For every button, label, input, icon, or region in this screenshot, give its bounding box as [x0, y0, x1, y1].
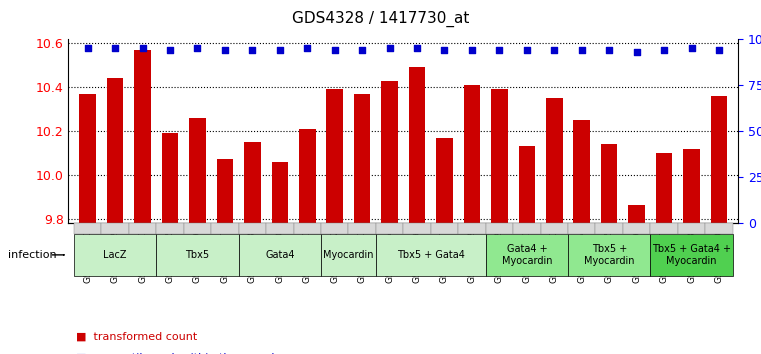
Bar [299, 129, 316, 354]
Text: LacZ: LacZ [103, 250, 127, 260]
Point [136, 45, 148, 51]
Point [575, 47, 587, 53]
Text: Tbx5: Tbx5 [186, 250, 209, 260]
Bar [601, 144, 617, 354]
Bar [683, 149, 700, 354]
Bar [272, 162, 288, 354]
Bar [217, 159, 233, 354]
Text: Gata4 +
Myocardin: Gata4 + Myocardin [501, 244, 552, 266]
Point [658, 47, 670, 53]
Bar [656, 153, 672, 354]
Point [329, 47, 341, 53]
Point [411, 45, 423, 51]
Bar [463, 85, 480, 354]
Bar [135, 50, 151, 354]
Point [548, 47, 560, 53]
Bar [381, 81, 398, 354]
Bar [629, 205, 645, 354]
Bar [162, 133, 178, 354]
Bar [491, 89, 508, 354]
Point [356, 47, 368, 53]
Bar [326, 89, 343, 354]
Bar [409, 67, 425, 354]
Text: Tbx5 +
Myocardin: Tbx5 + Myocardin [584, 244, 635, 266]
Point [109, 45, 121, 51]
Point [384, 45, 396, 51]
Point [713, 47, 725, 53]
Bar [189, 118, 205, 354]
Bar [107, 78, 123, 354]
Point [686, 45, 698, 51]
Bar [711, 96, 728, 354]
Bar [518, 146, 535, 354]
Bar [436, 138, 453, 354]
Text: infection: infection [8, 250, 56, 260]
Point [219, 47, 231, 53]
Point [493, 47, 505, 53]
Point [603, 47, 615, 53]
Text: ■  transformed count: ■ transformed count [76, 331, 197, 341]
Bar [244, 142, 260, 354]
Text: GDS4328 / 1417730_at: GDS4328 / 1417730_at [291, 11, 470, 27]
Bar [574, 120, 590, 354]
Text: Myocardin: Myocardin [323, 250, 374, 260]
Point [438, 47, 451, 53]
Point [247, 47, 259, 53]
Text: Gata4: Gata4 [265, 250, 295, 260]
Text: ■  percentile rank within the sample: ■ percentile rank within the sample [76, 353, 282, 354]
Point [631, 49, 643, 55]
Text: Tbx5 + Gata4: Tbx5 + Gata4 [396, 250, 465, 260]
Point [81, 45, 94, 51]
Point [301, 45, 314, 51]
Bar [79, 94, 96, 354]
Bar [546, 98, 562, 354]
Point [466, 47, 478, 53]
Point [274, 47, 286, 53]
Point [192, 45, 204, 51]
Bar [354, 94, 371, 354]
Point [164, 47, 176, 53]
Point [521, 47, 533, 53]
Text: Tbx5 + Gata4 +
Myocardin: Tbx5 + Gata4 + Myocardin [652, 244, 731, 266]
